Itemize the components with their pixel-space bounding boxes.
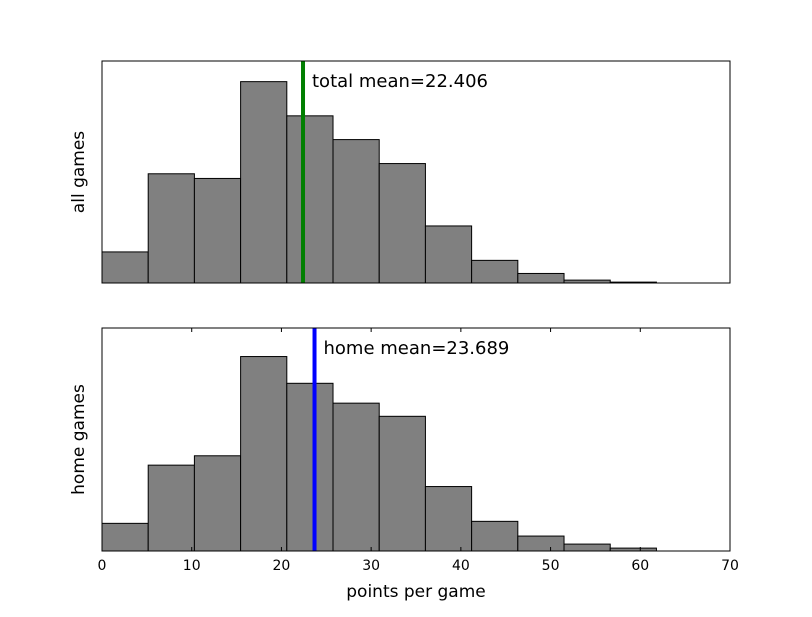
- histogram-bar: [332, 139, 380, 284]
- histogram-bar: [378, 415, 426, 552]
- histogram-bar: [240, 81, 288, 284]
- mean-annotation: total mean=22.406: [312, 71, 488, 92]
- histogram-bar: [471, 259, 519, 284]
- histogram-bar: [286, 382, 334, 552]
- subplot-1: total mean=22.406 all games: [69, 60, 731, 284]
- histogram-bar: [193, 177, 242, 284]
- histogram-bar: [517, 272, 565, 284]
- axes-frame: [101, 327, 731, 552]
- x-axis-label: points per game: [346, 582, 486, 602]
- axes-frame: [101, 60, 731, 284]
- y-axis-label: home games: [69, 384, 89, 495]
- x-tick-label: 0: [98, 558, 107, 574]
- mean-annotation: home mean=23.689: [324, 338, 510, 359]
- histogram-bar: [424, 486, 473, 552]
- histogram-bar: [563, 543, 611, 552]
- histogram-bar: [517, 535, 565, 552]
- x-tick-label: 10: [183, 558, 201, 574]
- histogram-bar: [240, 356, 288, 552]
- histogram-bar: [332, 402, 380, 552]
- histogram-bar: [424, 225, 473, 284]
- x-tick-label: 20: [273, 558, 291, 574]
- x-tick-label: 30: [362, 558, 380, 574]
- histogram-bar: [378, 163, 426, 284]
- x-tick-label: 40: [452, 558, 470, 574]
- subplot-2: home mean=23.689 home games 0 10 20 30 40 50 60 7…: [69, 327, 739, 602]
- x-tick-label: 50: [542, 558, 560, 574]
- histogram-bar: [147, 173, 195, 284]
- histogram-bar: [193, 455, 242, 552]
- x-tick-label: 70: [721, 558, 739, 574]
- histogram-bar: [147, 464, 195, 552]
- x-tick-label: 60: [631, 558, 649, 574]
- histogram-bar: [286, 115, 334, 284]
- histogram-bar: [101, 251, 149, 284]
- histogram-bar: [101, 522, 149, 552]
- histogram-bar: [471, 520, 519, 552]
- y-axis-label: all games: [69, 131, 89, 213]
